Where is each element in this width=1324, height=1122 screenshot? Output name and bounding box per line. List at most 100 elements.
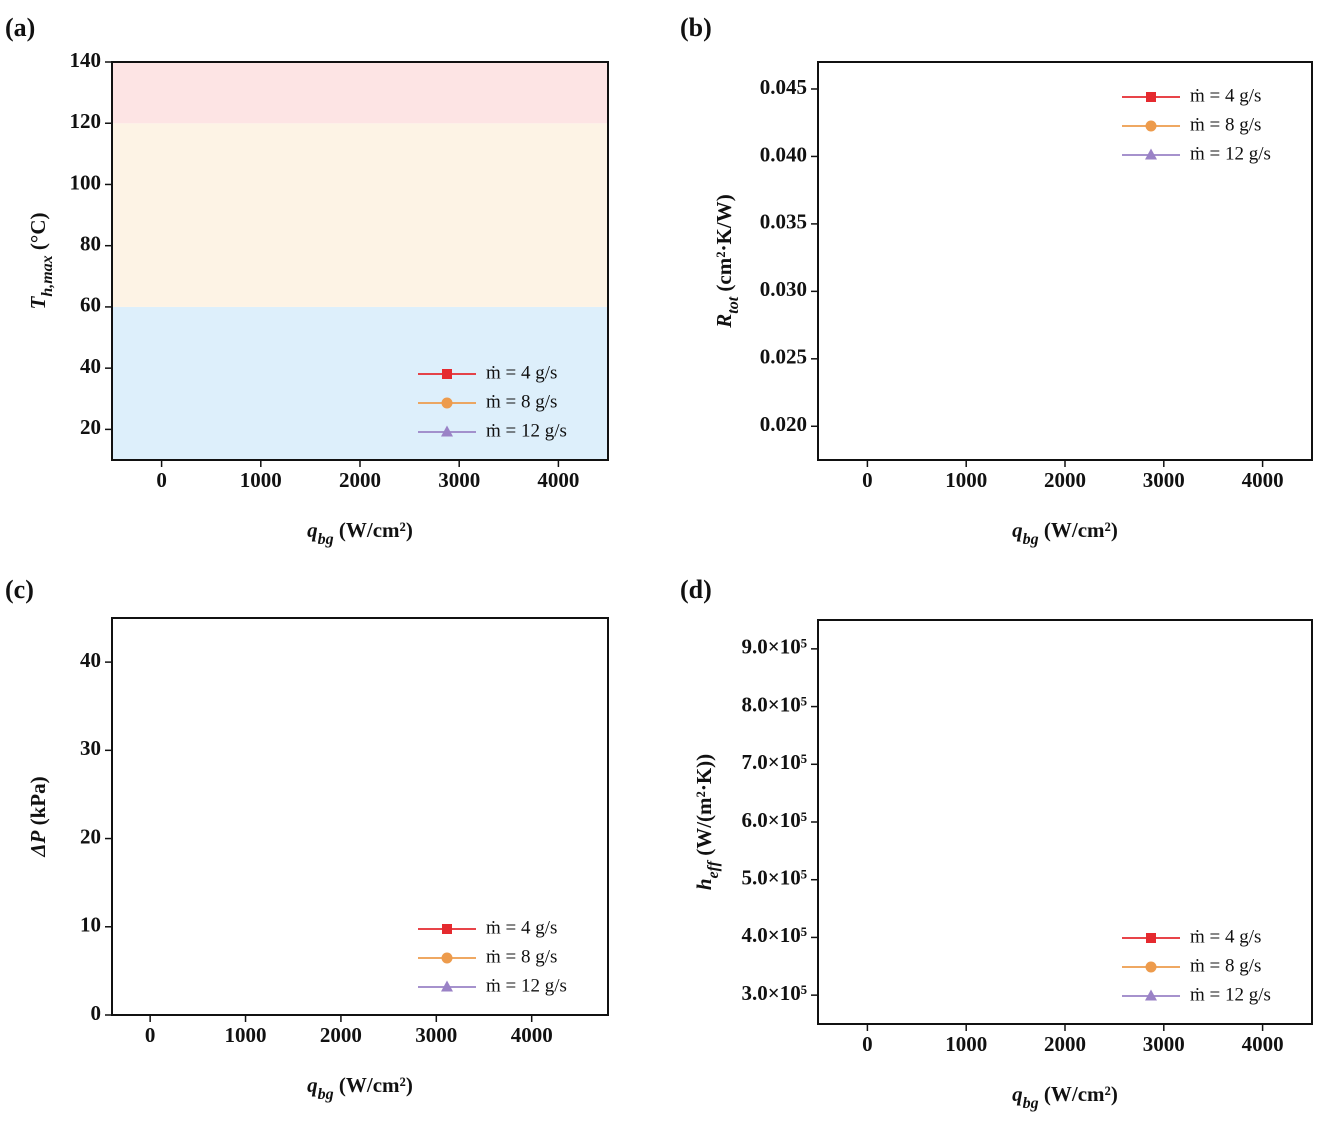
- marker: [1145, 989, 1157, 1001]
- y-tick-label: 40: [80, 354, 101, 378]
- y-tick-label: 0.025: [760, 345, 807, 369]
- panel-label: (a): [5, 13, 35, 42]
- label-part: (cm²·K/W): [712, 194, 736, 297]
- label-part: h,max: [39, 255, 56, 296]
- y-tick-label: 20: [80, 415, 101, 439]
- x-tick-label: 2000: [339, 468, 381, 492]
- y-tick-label: 7.0×10⁵: [741, 750, 807, 774]
- background-band: [112, 62, 608, 124]
- x-tick-label: 3000: [438, 468, 480, 492]
- y-axis-label: heff (W/(m²·K)): [692, 754, 722, 890]
- marker: [1145, 120, 1157, 132]
- x-tick-label: 2000: [1044, 468, 1086, 492]
- y-tick-label: 0.020: [760, 412, 807, 436]
- x-tick-label: 3000: [415, 1023, 457, 1047]
- y-tick-label: 60: [80, 293, 101, 317]
- label-part: h: [692, 878, 716, 890]
- x-tick-label: 3000: [1143, 1032, 1185, 1056]
- label-part: bg: [318, 1086, 334, 1103]
- label-part: q: [307, 518, 318, 542]
- legend-label: ṁ = 8 g/s: [486, 946, 557, 967]
- label-part: eff: [705, 859, 722, 878]
- marker: [1145, 148, 1157, 160]
- x-tick-label: 1000: [225, 1023, 267, 1047]
- legend-label: ṁ = 4 g/s: [1190, 926, 1261, 947]
- y-tick-label: 6.0×10⁵: [741, 808, 807, 832]
- legend-label: ṁ = 12 g/s: [1190, 984, 1271, 1005]
- label-part: (kPa): [26, 776, 50, 830]
- legend-label: ṁ = 8 g/s: [486, 391, 557, 412]
- y-tick-label: 0.040: [760, 142, 807, 166]
- label-part: q: [1012, 518, 1023, 542]
- y-axis-label: Th,max (°C): [26, 213, 56, 310]
- x-tick-label: 3000: [1143, 468, 1185, 492]
- y-tick-label: 80: [80, 232, 101, 256]
- plot-frame: [817, 619, 1313, 1025]
- y-axis-label: Rtot (cm²·K/W): [712, 194, 742, 328]
- label-part: q: [1012, 1082, 1023, 1106]
- marker: [441, 397, 453, 409]
- x-tick-label: 4000: [1242, 468, 1284, 492]
- y-tick-label: 8.0×10⁵: [741, 692, 807, 716]
- panel-label: (d): [680, 575, 712, 604]
- y-tick-label: 10: [80, 913, 101, 937]
- x-tick-label: 0: [862, 1032, 873, 1056]
- panel-label: (b): [680, 13, 712, 42]
- label-part: (W/cm²): [1039, 518, 1118, 542]
- legend-label: ṁ = 12 g/s: [486, 975, 567, 996]
- label-part: bg: [1023, 531, 1039, 548]
- x-tick-label: 2000: [320, 1023, 362, 1047]
- label-part: bg: [318, 531, 334, 548]
- background-band: [112, 123, 608, 307]
- label-part: bg: [1023, 1095, 1039, 1112]
- y-tick-label: 0.035: [760, 210, 807, 234]
- marker: [441, 980, 453, 992]
- y-tick-label: 4.0×10⁵: [741, 923, 807, 947]
- x-axis-label: qbg (W/cm²): [1012, 1082, 1118, 1112]
- label-part: (W/cm²): [334, 518, 413, 542]
- legend-label: ṁ = 12 g/s: [1190, 143, 1271, 164]
- legend-label: ṁ = 8 g/s: [1190, 114, 1261, 135]
- y-tick-label: 40: [80, 648, 101, 672]
- marker: [441, 425, 453, 437]
- legend-label: ṁ = 4 g/s: [1190, 85, 1261, 106]
- y-tick-label: 9.0×10⁵: [741, 635, 807, 659]
- x-tick-label: 4000: [1242, 1032, 1284, 1056]
- y-tick-label: 3.0×10⁵: [741, 981, 807, 1005]
- x-tick-label: 4000: [537, 468, 579, 492]
- x-tick-label: 0: [145, 1023, 156, 1047]
- x-axis-label: qbg (W/cm²): [1012, 518, 1118, 548]
- label-part: ΔP: [26, 830, 50, 857]
- y-tick-label: 5.0×10⁵: [741, 866, 807, 890]
- label-part: R: [712, 314, 736, 329]
- plot-frame: [817, 61, 1313, 461]
- marker: [1145, 961, 1157, 973]
- label-part: (W/cm²): [1039, 1082, 1118, 1106]
- label-part: (W/cm²): [334, 1073, 413, 1097]
- x-tick-label: 2000: [1044, 1032, 1086, 1056]
- legend-label: ṁ = 12 g/s: [486, 420, 567, 441]
- x-tick-label: 4000: [511, 1023, 553, 1047]
- panel-label: (c): [5, 575, 34, 604]
- y-tick-label: 30: [80, 736, 101, 760]
- marker: [1146, 933, 1156, 943]
- marker: [442, 369, 452, 379]
- plot-frame: [111, 61, 609, 461]
- x-tick-label: 0: [862, 468, 873, 492]
- label-part: (W/(m²·K)): [692, 754, 716, 861]
- x-axis-label: qbg (W/cm²): [307, 518, 413, 548]
- x-tick-label: 1000: [945, 468, 987, 492]
- marker: [441, 952, 453, 964]
- legend-label: ṁ = 4 g/s: [486, 362, 557, 383]
- legend-label: ṁ = 8 g/s: [1190, 955, 1261, 976]
- x-axis-label: qbg (W/cm²): [307, 1073, 413, 1103]
- x-tick-label: 1000: [945, 1032, 987, 1056]
- marker: [442, 924, 452, 934]
- legend-label: ṁ = 4 g/s: [486, 917, 557, 938]
- y-tick-label: 0.045: [760, 75, 807, 99]
- label-part: tot: [725, 296, 742, 313]
- background-band: [112, 306, 608, 460]
- x-tick-label: 0: [156, 468, 167, 492]
- label-part: (°C): [26, 213, 50, 256]
